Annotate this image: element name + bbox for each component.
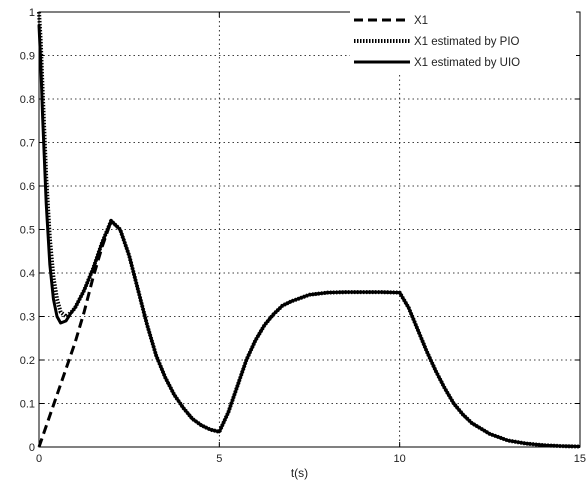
y-tick-label: 0.5 bbox=[20, 225, 35, 237]
y-tick-label: 0.6 bbox=[20, 181, 35, 193]
y-tick-label: 0.3 bbox=[20, 312, 35, 324]
y-tick-label: 0.9 bbox=[20, 51, 35, 63]
legend-label-3: X1 estimated by UIO bbox=[414, 57, 520, 69]
x-tick-label: 0 bbox=[36, 453, 42, 465]
y-tick-label: 0.2 bbox=[20, 355, 35, 367]
x-axis-ticks: 0 5 10 15 bbox=[36, 12, 586, 465]
series-line-3 bbox=[37, 24, 581, 449]
y-tick-label: 1 bbox=[29, 7, 35, 19]
y-tick-label: 0.4 bbox=[20, 268, 35, 280]
x-tick-label: 10 bbox=[394, 453, 406, 465]
legend-label-1: X1 bbox=[414, 15, 428, 27]
y-axis-ticks: 0 0.1 0.2 0.3 0.4 0.5 0.6 0.7 0.8 0.9 1 bbox=[20, 7, 580, 454]
y-tick-label: 0.7 bbox=[20, 138, 35, 150]
y-tick-label: 0.1 bbox=[20, 399, 35, 411]
series-line-1 bbox=[37, 219, 581, 449]
legend: X1 X1 estimated by PIO X1 estimated by UIO bbox=[350, 10, 576, 75]
x-axis-label: t(s) bbox=[291, 466, 308, 480]
y-tick-label: 0.8 bbox=[20, 94, 35, 106]
y-tick-label: 0 bbox=[29, 442, 35, 454]
legend-label-2: X1 estimated by PIO bbox=[414, 36, 520, 48]
x-tick-label: 15 bbox=[574, 453, 586, 465]
grid bbox=[39, 12, 580, 447]
series-lines bbox=[37, 11, 581, 449]
x-tick-label: 5 bbox=[216, 453, 222, 465]
